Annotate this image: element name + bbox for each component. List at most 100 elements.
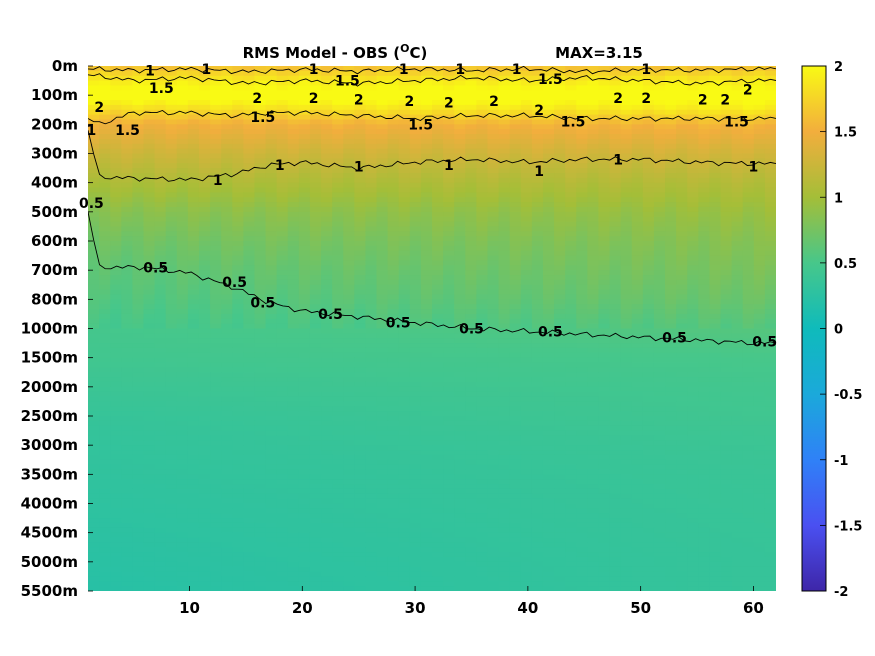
heatmap-cell (587, 114, 600, 121)
heatmap-cell (554, 435, 566, 441)
heatmap-cell (243, 177, 256, 184)
heatmap-cell (309, 66, 322, 72)
heatmap-cell (454, 172, 466, 179)
heatmap-cell (210, 450, 222, 456)
heatmap-cell (665, 304, 677, 310)
heatmap-cell (198, 100, 211, 106)
heatmap-cell (232, 289, 244, 296)
heatmap-cell (476, 406, 489, 412)
heatmap-cell (343, 182, 355, 189)
heatmap-cell (476, 313, 489, 320)
heatmap-cell (420, 411, 433, 417)
heatmap-cell (298, 275, 311, 281)
heatmap-cell (321, 367, 333, 373)
heatmap-cell (298, 109, 311, 116)
heatmap-cell (698, 357, 711, 364)
heatmap-cell (165, 187, 178, 193)
heatmap-cell (265, 202, 278, 208)
heatmap-cell (409, 202, 422, 208)
heatmap-cell (520, 381, 533, 388)
heatmap-cell (332, 435, 344, 441)
heatmap-cell (365, 182, 378, 189)
heatmap-cell (298, 221, 311, 228)
heatmap-cell (387, 377, 400, 383)
heatmap-cell (232, 216, 244, 223)
heatmap-cell (631, 304, 644, 310)
heatmap-cell (88, 148, 100, 155)
heatmap-cell (376, 177, 389, 184)
heatmap-cell (676, 367, 688, 373)
heatmap-cell (432, 168, 444, 174)
heatmap-cell (676, 143, 688, 150)
heatmap-cell (487, 158, 500, 164)
heatmap-cell (465, 289, 477, 296)
heatmap-cell (709, 70, 722, 77)
heatmap-cell (587, 109, 600, 116)
heatmap-cell (321, 294, 333, 300)
heatmap-cell (99, 440, 111, 446)
heatmap-cell (99, 100, 111, 106)
heatmap-cell (110, 396, 122, 403)
heatmap-cell (132, 148, 145, 155)
heatmap-cell (598, 270, 611, 276)
heatmap-cell (764, 177, 776, 184)
heatmap-cell (720, 70, 733, 77)
heatmap-cell (731, 221, 744, 228)
heatmap-cell (409, 367, 422, 373)
heatmap-cell (365, 381, 378, 388)
heatmap-cell (764, 158, 776, 164)
heatmap-cell (221, 265, 233, 271)
heatmap-cell (531, 158, 544, 164)
heatmap-cell (398, 454, 411, 461)
heatmap-cell (642, 323, 655, 330)
heatmap-cell (509, 187, 522, 193)
heatmap-cell (531, 294, 544, 300)
heatmap-cell (276, 294, 289, 300)
heatmap-cell (298, 138, 311, 145)
heatmap-cell (254, 236, 267, 242)
heatmap-cell (454, 75, 466, 82)
heatmap-cell (387, 279, 400, 286)
heatmap-cell (598, 168, 611, 174)
heatmap-cell (243, 114, 256, 121)
heatmap-cell (287, 279, 300, 286)
heatmap-cell (554, 104, 566, 111)
heatmap-cell (132, 357, 145, 364)
heatmap-cell (99, 284, 111, 291)
heatmap-cell (764, 386, 776, 393)
heatmap-cell (99, 367, 111, 373)
heatmap-cell (221, 85, 233, 91)
heatmap-cell (653, 221, 666, 228)
heatmap-cell (409, 163, 422, 169)
heatmap-cell (676, 416, 688, 422)
heatmap-cell (143, 377, 156, 383)
heatmap-cell (554, 129, 566, 135)
heatmap-cell (132, 138, 145, 145)
heatmap-cell (354, 377, 367, 383)
heatmap-cell (642, 192, 655, 198)
heatmap-cell (198, 221, 211, 228)
heatmap-cell (198, 134, 211, 140)
heatmap-cell (121, 352, 133, 359)
heatmap-cell (443, 250, 455, 257)
heatmap-cell (187, 265, 200, 271)
heatmap-cell (165, 85, 178, 91)
heatmap-cell (99, 411, 111, 417)
heatmap-cell (154, 158, 167, 164)
heatmap-cell (365, 211, 378, 218)
heatmap-cell (221, 197, 233, 203)
heatmap-cell (653, 260, 666, 266)
heatmap-cell (376, 401, 389, 407)
heatmap-cell (332, 153, 344, 159)
heatmap-cell (576, 391, 588, 398)
heatmap-cell (309, 386, 322, 393)
heatmap-cell (598, 187, 611, 193)
heatmap-cell (465, 309, 477, 315)
heatmap-cell (232, 260, 244, 266)
heatmap-cell (254, 70, 267, 77)
heatmap-cell (409, 90, 422, 96)
heatmap-cell (298, 70, 311, 77)
heatmap-cell (221, 406, 233, 412)
heatmap-cell (753, 80, 766, 87)
heatmap-cell (154, 381, 167, 388)
